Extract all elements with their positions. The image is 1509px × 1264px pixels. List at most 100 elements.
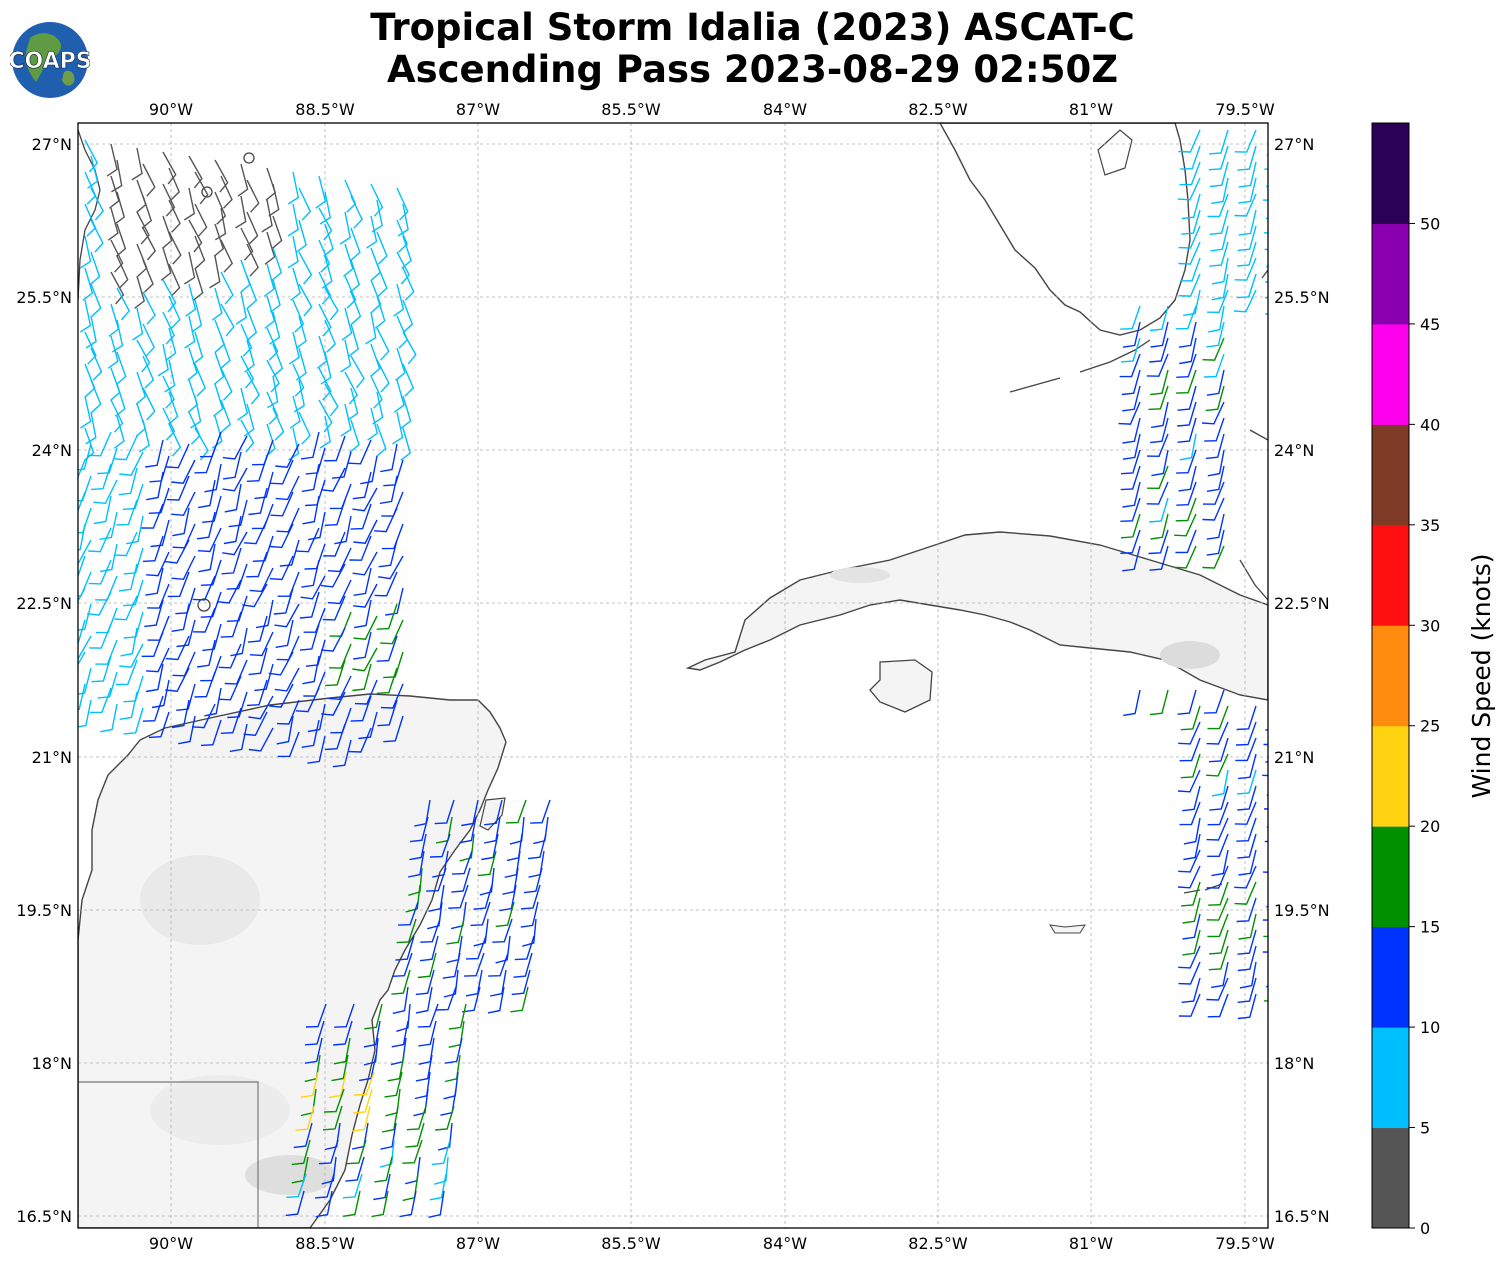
wind-barb	[276, 715, 294, 745]
wind-barb	[299, 591, 320, 619]
wind-barb	[107, 207, 119, 241]
wind-barb	[1234, 865, 1257, 889]
wind-barb	[287, 171, 300, 205]
wind-barb	[220, 707, 242, 734]
wind-barb	[344, 371, 358, 405]
wind-barb	[270, 459, 294, 485]
lon-labels-bottom: 90°W 88.5°W 87°W 85.5°W 84°W 82.5°W 81°W…	[149, 1234, 1275, 1253]
wind-barb	[168, 231, 182, 265]
wind-barb	[138, 419, 150, 453]
wind-barb	[136, 339, 151, 373]
wind-barb	[1209, 929, 1229, 955]
wind-barb	[462, 986, 481, 1013]
lat-label: 22.5°N	[16, 594, 72, 613]
wind-barb	[1120, 497, 1141, 522]
wind-barb	[184, 251, 196, 285]
wind-barb	[1151, 449, 1169, 477]
wind-barb	[397, 203, 409, 237]
wind-barb	[146, 551, 170, 577]
wind-barb	[1235, 737, 1257, 762]
wind-barb	[1179, 337, 1197, 365]
wind-barb	[114, 435, 138, 461]
wind-barb	[265, 423, 276, 457]
wind-barb	[325, 659, 346, 687]
wind-barb	[118, 467, 138, 496]
wind-barb	[168, 423, 182, 457]
wind-barb	[254, 663, 274, 692]
wind-barb	[1176, 353, 1197, 378]
wind-barb	[327, 547, 352, 573]
wind-barb	[142, 387, 156, 421]
wind-barb	[255, 599, 274, 629]
wind-barb	[1233, 289, 1257, 313]
wind-barb	[1177, 401, 1197, 427]
colorbar-tick-label: 15	[1420, 918, 1440, 937]
wind-barb	[329, 643, 352, 669]
wind-barb	[385, 587, 404, 616]
wind-barb	[1202, 481, 1225, 505]
wind-barb	[220, 303, 235, 337]
wind-barb	[381, 1105, 399, 1133]
wind-barb	[1201, 401, 1225, 425]
wind-barb	[511, 969, 531, 996]
wind-barb	[1203, 353, 1225, 378]
wind-barb	[437, 1122, 453, 1151]
wind-barb	[348, 727, 372, 753]
wind-barb	[1207, 913, 1229, 938]
wind-barb	[194, 363, 207, 397]
colorbar-segment	[1372, 424, 1409, 526]
colorbar-tick-label: 20	[1420, 817, 1440, 836]
wind-barb	[1120, 513, 1141, 539]
wind-barb	[352, 551, 378, 576]
wind-barb	[224, 659, 248, 685]
wind-barb	[134, 275, 146, 309]
wind-barb	[302, 655, 320, 685]
wind-barb	[157, 343, 169, 377]
wind-barb	[151, 679, 170, 709]
wind-barb	[97, 447, 118, 475]
wind-barb	[89, 623, 112, 649]
colorbar-frame	[1371, 122, 1410, 1229]
wind-barb	[100, 703, 118, 733]
wind-barb	[200, 719, 222, 747]
wind-barb	[415, 1054, 433, 1082]
wind-barb	[1237, 977, 1257, 1003]
wind-barb	[164, 359, 176, 393]
wind-barb	[172, 507, 190, 537]
wind-barb	[374, 1156, 393, 1183]
wind-barb	[318, 1139, 339, 1165]
wind-barb	[1238, 209, 1257, 236]
wind-barb	[1266, 826, 1268, 828]
lat-labels-right: 27°N 25.5°N 24°N 22.5°N 21°N 19.5°N 18°N…	[1274, 135, 1330, 1226]
wind-barb	[1234, 193, 1257, 217]
wind-barb	[168, 295, 181, 329]
wind-barb	[222, 531, 248, 556]
wind-barb	[402, 267, 415, 301]
wind-barb	[107, 335, 119, 369]
wind-barb	[340, 403, 352, 437]
wind-barb	[370, 375, 383, 409]
wind-barb	[272, 407, 285, 441]
wind-barb	[88, 559, 112, 585]
wind-barb	[88, 431, 112, 457]
wind-barb	[90, 283, 102, 317]
wind-barb	[248, 695, 274, 720]
wind-barb	[213, 223, 225, 257]
wind-barb	[354, 679, 378, 705]
wind-barb	[343, 243, 354, 277]
wind-barb	[443, 969, 459, 998]
wind-barb	[332, 451, 352, 479]
wind-barb	[1236, 705, 1257, 731]
wind-barb	[1179, 801, 1201, 826]
colorbar-segment	[1372, 926, 1409, 1028]
wind-barb	[246, 371, 260, 405]
wind-barb	[168, 391, 179, 425]
wind-barb	[184, 315, 196, 349]
wind-barb	[202, 623, 222, 652]
wind-barb	[328, 1071, 347, 1099]
wind-barb	[1238, 177, 1257, 204]
wind-barb	[322, 595, 346, 621]
wind-barb	[237, 387, 249, 421]
wind-barb	[1236, 817, 1257, 842]
wind-barb	[1180, 705, 1201, 731]
